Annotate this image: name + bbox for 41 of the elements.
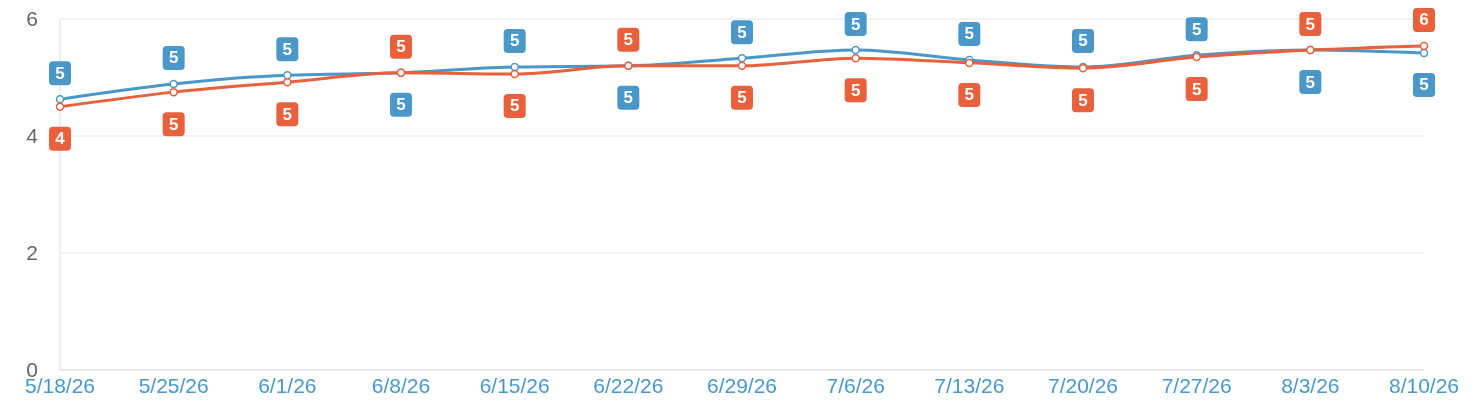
data-label: 5	[964, 85, 975, 105]
data-label: 5	[1191, 79, 1202, 99]
x-tick-label: 8/10/26	[1388, 373, 1460, 397]
data-label: 5	[850, 14, 861, 34]
data-label: 5	[1419, 75, 1429, 95]
x-tick-label: 7/27/26	[1161, 373, 1232, 397]
data-label: 5	[737, 88, 747, 108]
data-label: 5	[623, 30, 634, 50]
x-tick-label: 5/25/26	[138, 373, 209, 397]
data-label: 5	[1305, 14, 1316, 34]
data-label: 5	[623, 88, 634, 108]
x-tick-label: 6/15/26	[479, 373, 550, 397]
data-label: 5	[737, 22, 747, 42]
x-tick-label: 7/6/26	[826, 373, 885, 397]
data-label: 5	[55, 63, 65, 83]
y-tick-label: 2	[26, 241, 38, 265]
data-label: 5	[396, 37, 406, 57]
data-label: 4	[55, 129, 66, 149]
data-label: 5	[850, 80, 861, 100]
data-label: 5	[168, 114, 179, 134]
data-label: 5	[396, 95, 406, 115]
x-tick-label: 8/3/26	[1281, 373, 1340, 397]
data-label: 5	[509, 31, 520, 51]
y-tick-label: 6	[26, 7, 38, 31]
y-tick-label: 4	[26, 124, 39, 148]
data-label: 5	[168, 48, 179, 68]
x-tick-label: 6/29/26	[706, 373, 778, 397]
data-label: 5	[1078, 90, 1088, 110]
x-tick-label: 6/8/26	[371, 373, 431, 397]
data-label: 5	[282, 39, 293, 59]
x-tick-label: 7/20/26	[1047, 373, 1119, 397]
data-label: 5	[1078, 31, 1088, 51]
x-tick-label: 6/22/26	[593, 373, 664, 397]
data-label: 5	[1191, 19, 1202, 39]
data-label: 6	[1419, 10, 1429, 30]
x-tick-label: 6/1/26	[258, 373, 317, 397]
data-label: 5	[282, 104, 293, 124]
data-label: 5	[964, 24, 975, 44]
data-label: 5	[509, 96, 520, 116]
data-label: 5	[1305, 72, 1316, 92]
x-tick-label: 7/13/26	[934, 373, 1005, 397]
